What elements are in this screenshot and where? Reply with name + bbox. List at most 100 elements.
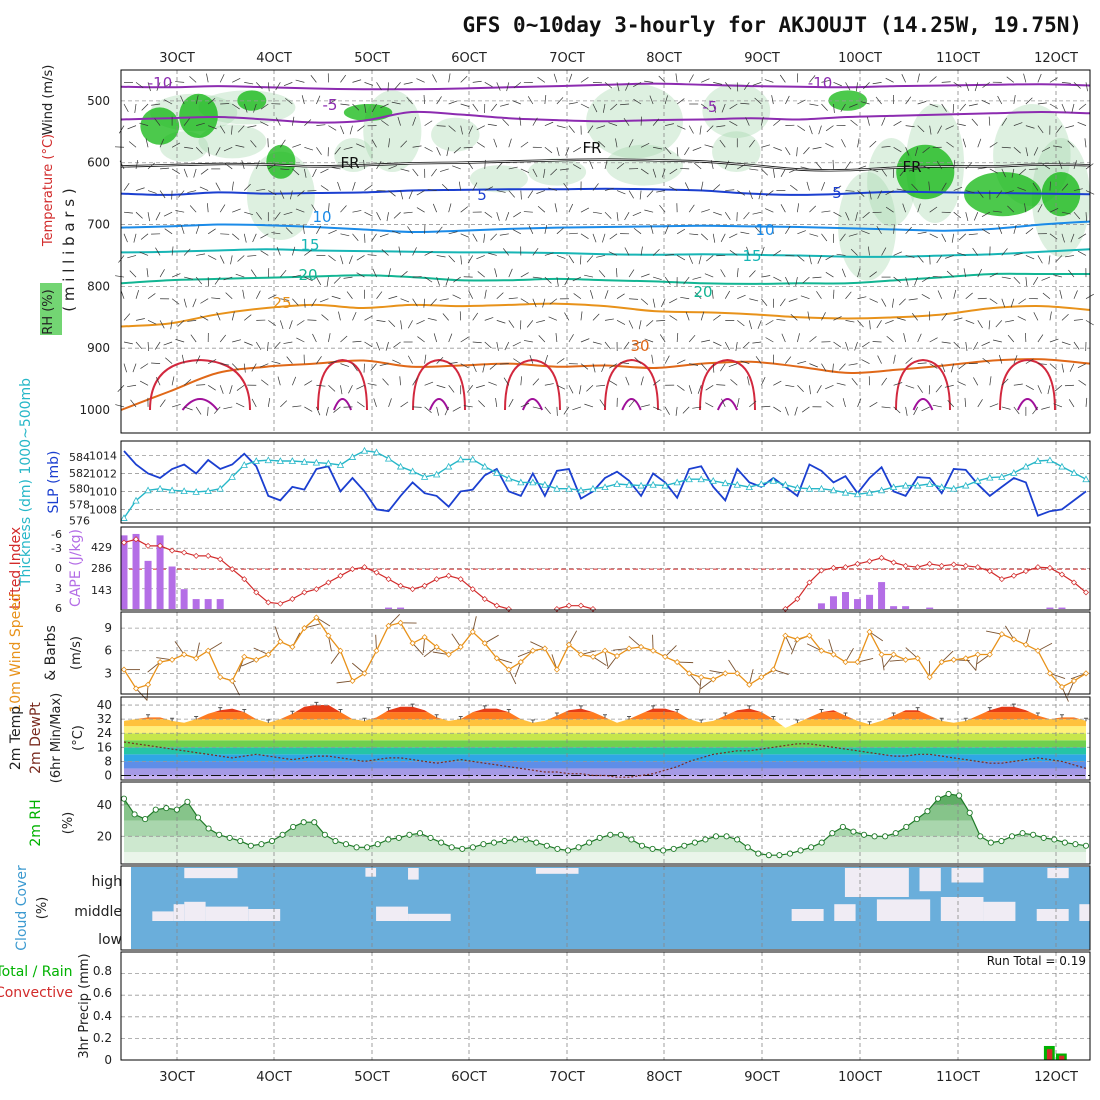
wind-barb [911, 183, 918, 191]
wind-barb [628, 139, 634, 148]
wind-speed-point [541, 645, 548, 652]
surface-wind-barb [748, 669, 754, 685]
wind-barb [809, 363, 818, 368]
wind-barb [371, 103, 377, 113]
wind-barb [592, 103, 598, 113]
top-date-label: 11OCT [936, 51, 980, 66]
wind-barb [280, 298, 290, 301]
wind-barb [260, 250, 269, 256]
wind-barb [652, 298, 656, 308]
cloud-clear-block [876, 899, 931, 921]
wind-barb [364, 341, 373, 348]
temperature-tick-label: 8 [104, 754, 112, 768]
temp-max-marker [843, 712, 848, 716]
wind-barb [171, 298, 180, 305]
wind-barb [544, 224, 548, 234]
wind-barb [694, 292, 702, 299]
temp-max-marker [290, 710, 295, 715]
wind-barb [276, 246, 281, 256]
wind-barb [875, 96, 882, 105]
isotherm-40-line [521, 398, 544, 411]
wind-barb [737, 320, 745, 327]
wind-barb [845, 341, 849, 351]
temp-max-marker [939, 717, 944, 722]
wind-barb [735, 341, 738, 351]
wind-barb [908, 298, 918, 301]
wind-barb [1049, 208, 1059, 213]
wind-barb [683, 276, 690, 285]
rh-point [860, 831, 868, 838]
wind-barb [216, 311, 221, 321]
wind-barb [1013, 95, 1016, 105]
wind-barb [1061, 82, 1071, 84]
wind-barb [825, 384, 834, 390]
wind-barb [1025, 255, 1035, 260]
wind-barb [602, 233, 606, 243]
wind-barb [676, 332, 679, 343]
top-date-label: 6OCT [451, 51, 487, 66]
wind-barb [845, 190, 855, 192]
wind-barb [896, 317, 906, 321]
wind-barb [484, 317, 494, 321]
wind-barb [388, 268, 391, 278]
wind-barb [127, 255, 137, 259]
wind-barb [215, 182, 221, 191]
wind-barb [761, 168, 768, 176]
cloud-clear-block [791, 909, 824, 921]
wind-barb [676, 98, 685, 105]
wind-barb [869, 401, 878, 408]
wind-barb [1025, 228, 1034, 235]
wind-barb [460, 336, 469, 343]
thickness-point [721, 479, 729, 487]
isotherm-35-line [317, 358, 368, 411]
wind-barb [544, 383, 554, 386]
wind-barb [646, 320, 654, 327]
surface-wind-barb [688, 673, 701, 686]
rh-point [321, 831, 328, 838]
thickness-point [998, 473, 1006, 480]
thickness-point [420, 473, 429, 480]
wind-barb [977, 399, 983, 408]
wind-speed-point [565, 641, 572, 648]
wind-barb [1073, 341, 1080, 350]
wind-barb [164, 99, 173, 105]
wind-barb [177, 320, 185, 327]
thickness-point [120, 514, 128, 521]
wind-barb [856, 82, 858, 92]
wind-barb [279, 320, 284, 330]
isotherm-line [120, 358, 1091, 411]
slp-line [123, 450, 1087, 517]
temperature-band [124, 705, 1086, 706]
wind-barb [1037, 125, 1044, 134]
wind-barb [765, 320, 774, 326]
temp-max-marker [747, 705, 752, 709]
wind-barb [388, 295, 398, 300]
thickness-point [432, 470, 441, 478]
lifted-index-point [1010, 572, 1017, 579]
slp-tick-label: 1012 [89, 467, 117, 480]
wind-barb [1073, 160, 1077, 170]
pressure-tick-label: 900 [87, 341, 110, 355]
wind-barb [632, 211, 642, 217]
wind-barb [352, 363, 358, 372]
lifted-index-point [337, 572, 344, 579]
wind-barb [720, 269, 726, 278]
temperature-band [124, 740, 1086, 748]
wind-barb [135, 211, 143, 219]
cape-bar [180, 589, 188, 609]
wind-barb [973, 377, 979, 386]
wind-barb [963, 268, 967, 278]
wind-barb [779, 74, 786, 83]
wind-barb [724, 82, 732, 90]
wind-barb [1013, 355, 1018, 364]
wind-barb [740, 231, 750, 235]
wind-barb [809, 233, 819, 237]
wind-speed-point [878, 651, 885, 658]
wind-barb [255, 341, 262, 350]
wind-barb [724, 211, 731, 220]
wind-barb [998, 225, 1003, 234]
wind-speed-point [457, 643, 464, 651]
wind-barb [700, 233, 709, 241]
thickness-point [841, 488, 850, 496]
wind-barb [982, 82, 991, 88]
